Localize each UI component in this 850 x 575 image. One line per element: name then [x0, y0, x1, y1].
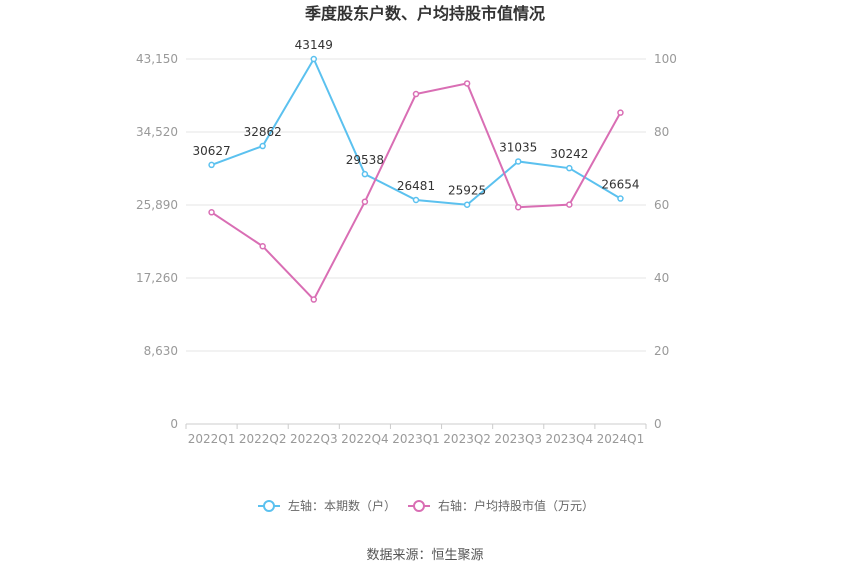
legend-left-marker [263, 500, 275, 512]
series-2-point [566, 201, 573, 208]
series-2-point [514, 203, 522, 211]
left-tick-label: 0 [170, 417, 178, 431]
grid-lines [186, 58, 646, 425]
x-tick-label: 2023Q3 [494, 432, 542, 446]
legend: 左轴：本期数（户） 右轴：户均持股市值（万元） [258, 498, 594, 513]
series-1-point [208, 161, 215, 169]
legend-item-right[interactable]: 右轴：户均持股市值（万元） [408, 498, 594, 513]
chart-title: 季度股东户数、户均持股市值情况 [304, 4, 545, 23]
left-tick-label: 17,260 [136, 271, 178, 285]
series-1-point [463, 201, 471, 208]
left-tick-label: 43,150 [136, 52, 178, 66]
series-2-point [463, 80, 471, 87]
series-1-point [412, 196, 420, 204]
x-tick-label: 2022Q3 [290, 432, 338, 446]
series-2-point [310, 296, 318, 303]
legend-item-left[interactable]: 左轴：本期数（户） [258, 498, 396, 513]
left-tick-label: 34,520 [136, 125, 178, 139]
series-2-point [617, 109, 624, 116]
right-tick-label: 20 [654, 344, 669, 358]
series-1-point [617, 195, 624, 202]
series-lines [208, 55, 624, 303]
series-1-point [310, 55, 318, 63]
source-note: 数据来源：恒生聚源 [366, 548, 483, 563]
legend-right-label: 右轴：户均持股市值（万元） [438, 498, 594, 513]
series-2-point [208, 209, 215, 216]
data-label: 30627 [192, 144, 230, 158]
series-2-point [361, 198, 369, 205]
series-2-point [259, 242, 266, 250]
data-label: 43149 [295, 38, 333, 52]
x-tick-label: 2023Q2 [443, 432, 491, 446]
series-1-point [514, 158, 522, 165]
right-tick-label: 60 [654, 198, 669, 212]
x-tick-label: 2022Q2 [239, 432, 287, 446]
series-2-point [412, 90, 420, 98]
data-label: 32862 [244, 125, 282, 139]
series-1-point [259, 142, 266, 150]
right-tick-label: 80 [654, 125, 669, 139]
right-tick-label: 0 [654, 417, 662, 431]
data-label: 30242 [550, 147, 588, 161]
data-labels: 30627 32862 43149 29538 26481 25925 31035 30242… [192, 38, 639, 198]
series-1-point [361, 170, 369, 178]
x-tick-label: 2022Q4 [341, 432, 389, 446]
legend-right-marker [413, 500, 425, 512]
data-label: 31035 [499, 140, 537, 154]
x-tick-label: 2023Q1 [392, 432, 440, 446]
left-axis: 0 8,630 17,260 25,890 34,520 43,150 [136, 52, 178, 431]
legend-left-label: 左轴：本期数（户） [288, 498, 396, 513]
x-tick-label: 2022Q1 [188, 432, 236, 446]
data-label: 26654 [601, 178, 639, 192]
data-label: 29538 [346, 153, 384, 167]
series-1-point [566, 164, 573, 172]
x-axis: 2022Q1 2022Q2 2022Q3 2022Q4 2023Q1 2023Q2 2023… [185, 424, 647, 446]
x-tick-label: 2024Q1 [597, 432, 645, 446]
right-tick-label: 40 [654, 271, 669, 285]
x-tick-label: 2023Q4 [546, 432, 594, 446]
data-label: 25925 [448, 184, 486, 198]
left-tick-label: 8,630 [144, 344, 178, 358]
left-tick-label: 25,890 [136, 198, 178, 212]
data-label: 26481 [397, 179, 435, 193]
right-axis: 0 20 40 60 80 100 [654, 52, 677, 431]
right-tick-label: 100 [654, 52, 677, 66]
